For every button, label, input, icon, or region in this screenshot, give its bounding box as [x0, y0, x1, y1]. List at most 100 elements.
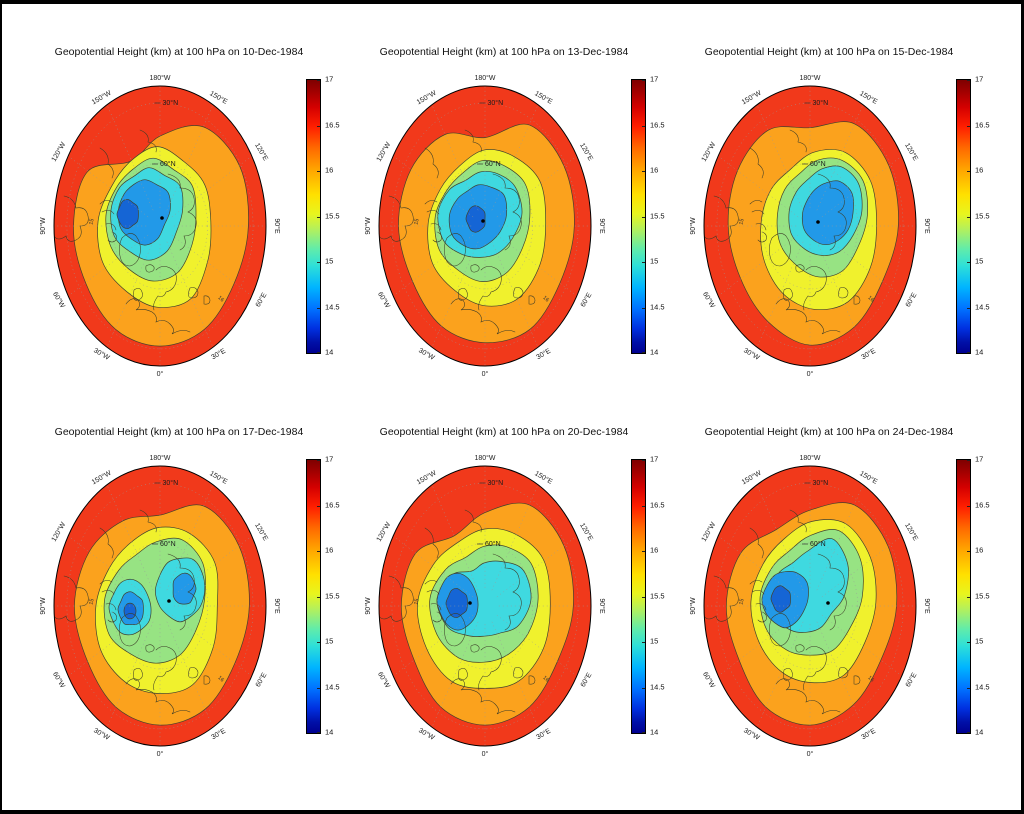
- longitude-label: 180°W: [474, 454, 495, 462]
- graticule: [54, 86, 266, 366]
- colorbar-tick-mark: [642, 262, 645, 263]
- colorbar-tick-mark: [967, 352, 970, 353]
- colorbar-tick-label: 15.5: [975, 591, 990, 600]
- colorbar-tick-label: 16.5: [325, 120, 340, 129]
- colorbar-gradient: [306, 459, 321, 734]
- contour-inline-label: 15: [413, 598, 420, 605]
- longitude-label: 0°: [807, 750, 814, 758]
- panel-title: Geopotential Height (km) at 100 hPa on 1…: [704, 46, 954, 58]
- colorbar-tick-mark: [642, 642, 645, 643]
- colorbar-gradient: [956, 459, 971, 734]
- colorbar: 17 16.5 16 15.5 15 14.5 14: [956, 75, 1002, 357]
- longitude-label: 90°E: [598, 218, 606, 234]
- longitude-label: 90°W: [689, 217, 697, 235]
- colorbar-tick-label: 14: [325, 727, 334, 737]
- colorbar-tick-label: 15.5: [650, 591, 665, 600]
- colorbar-tick-label: 15: [325, 636, 334, 646]
- colorbar-tick-label: 15.5: [325, 211, 340, 220]
- coastlines: [704, 509, 861, 715]
- contour-inline-label: 15: [738, 598, 745, 605]
- colorbar-tick-label: 14.5: [650, 682, 665, 691]
- contour-inline-label: 16: [216, 295, 225, 304]
- longitude-label: 30°E: [535, 347, 552, 362]
- panel-4: Geopotential Height (km) at 100 hPa on 1…: [28, 418, 348, 792]
- colorbar-tick-mark: [642, 307, 645, 309]
- contour-band-blue: [117, 179, 171, 246]
- colorbar-tick-mark: [967, 505, 970, 507]
- longitude-label: 0°: [157, 750, 164, 758]
- contour-inline-label: 15: [88, 218, 95, 225]
- contour-band-navy: [123, 602, 137, 620]
- coastlines: [54, 129, 211, 335]
- contour-bands: [379, 466, 591, 746]
- colorbar-tick-label: 14.5: [325, 302, 340, 311]
- longitude-label: 90°W: [39, 597, 47, 615]
- colorbar-tick-label: 16: [975, 545, 984, 555]
- longitude-label: 90°E: [923, 598, 931, 614]
- longitude-label: 30°E: [860, 727, 877, 742]
- contour-inline-label: 15: [88, 598, 95, 605]
- colorbar-tick-label: 15: [975, 256, 984, 266]
- colorbar-tick-label: 16: [650, 545, 659, 555]
- colorbar-tick-mark: [317, 687, 320, 689]
- longitude-label: 30°E: [210, 347, 227, 362]
- longitude-label: 0°: [482, 750, 489, 758]
- colorbar-tick-label: 16.5: [650, 120, 665, 129]
- polar-contour-map: 1516180°W150°E120°E90°E60°E30°E0°30°W60°…: [364, 74, 606, 378]
- contour-inline-label: 15: [413, 218, 420, 225]
- colorbar-tick-label: 14: [975, 347, 984, 357]
- longitude-label: 120°E: [578, 142, 595, 163]
- colorbar-tick-label: 16: [650, 165, 659, 175]
- colorbar-tick-label: 16: [975, 165, 984, 175]
- longitude-label: 0°: [482, 370, 489, 378]
- colorbar-tick-label: 15: [650, 256, 659, 266]
- colorbar-tick-mark: [967, 687, 970, 689]
- colorbar-tick-mark: [642, 687, 645, 689]
- colorbar-tick-label: 14.5: [975, 302, 990, 311]
- longitude-label: 120°E: [578, 522, 595, 543]
- panel-5: Geopotential Height (km) at 100 hPa on 2…: [353, 418, 673, 792]
- colorbar-tick-mark: [317, 307, 320, 309]
- colorbar-tick-mark: [967, 125, 970, 127]
- longitude-label: 180°W: [149, 74, 170, 82]
- colorbar-gradient: [306, 79, 321, 354]
- panel-1: Geopotential Height (km) at 100 hPa on 1…: [28, 38, 348, 412]
- latitude-label: 60°N: [810, 160, 826, 168]
- colorbar: 17 16.5 16 15.5 15 14.5 14: [306, 455, 352, 737]
- colorbar-tick-mark: [967, 80, 970, 81]
- colorbar-tick-label: 17: [975, 454, 984, 464]
- graticule: [704, 466, 916, 746]
- colorbar-tick-mark: [317, 352, 320, 353]
- longitude-label: 60°W: [376, 670, 392, 689]
- latitude-label: 30°N: [163, 99, 179, 107]
- panel-title: Geopotential Height (km) at 100 hPa on 2…: [379, 426, 629, 438]
- colorbar-tick-mark: [317, 460, 320, 461]
- colorbar: 17 16.5 16 15.5 15 14.5 14: [956, 455, 1002, 737]
- latitude-label: 30°N: [813, 99, 829, 107]
- contour-inline-label: 15: [738, 218, 745, 225]
- colorbar-tick-label: 14: [650, 347, 659, 357]
- latitude-label: 30°N: [488, 479, 504, 487]
- colorbar-tick-label: 16.5: [975, 120, 990, 129]
- colorbar-tick-label: 16: [325, 545, 334, 555]
- colorbar: 17 16.5 16 15.5 15 14.5 14: [631, 455, 677, 737]
- colorbar: 17 16.5 16 15.5 15 14.5 14: [306, 75, 352, 357]
- longitude-label: 60°E: [904, 671, 919, 688]
- latitude-label: 60°N: [485, 540, 501, 548]
- colorbar-tick-mark: [642, 125, 645, 127]
- longitude-label: 90°E: [273, 598, 281, 614]
- map-outline: [703, 85, 917, 367]
- longitude-label: 120°E: [903, 142, 920, 163]
- panel-6: Geopotential Height (km) at 100 hPa on 2…: [678, 418, 998, 792]
- contour-bands: [704, 466, 916, 746]
- colorbar-tick-mark: [967, 551, 970, 552]
- colorbar-gradient: [631, 459, 646, 734]
- colorbar-tick-mark: [642, 596, 645, 598]
- polar-contour-map: 1516180°W150°E120°E90°E60°E30°E0°30°W60°…: [364, 454, 606, 758]
- contour-inline-label: 16: [216, 675, 225, 684]
- pole-marker: [481, 219, 485, 223]
- pole-marker: [816, 220, 820, 224]
- coastlines: [379, 509, 536, 715]
- longitude-label: 60°E: [579, 671, 594, 688]
- longitude-label: 90°E: [923, 218, 931, 234]
